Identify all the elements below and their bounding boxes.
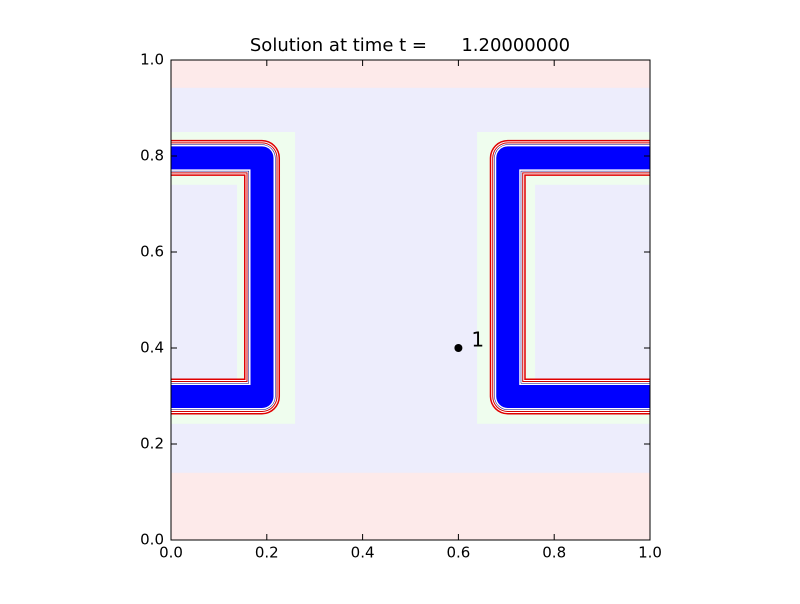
pipe	[171, 146, 274, 408]
region	[535, 184, 650, 382]
y-tick-label: 0.6	[140, 243, 164, 261]
gauge-marker	[454, 344, 463, 352]
chart-title: Solution at time t = 1.20000000	[250, 35, 570, 56]
x-tick-label: 0.6	[446, 544, 470, 562]
x-tick-label: 1.0	[638, 544, 662, 562]
y-tick-label: 0.2	[140, 435, 164, 453]
gauge-label: 1	[471, 328, 484, 352]
x-tick-label: 0.8	[542, 544, 566, 562]
x-tick-label: 0.2	[255, 544, 279, 562]
y-tick-label: 1.0	[140, 51, 164, 69]
x-tick-label: 0.0	[159, 544, 183, 562]
y-tick-label: 0.0	[140, 531, 164, 549]
pipe	[496, 146, 650, 408]
y-tick-label: 0.8	[140, 147, 164, 165]
plot-area	[171, 60, 650, 540]
axes-frame	[170, 59, 651, 541]
y-tick-label: 0.4	[140, 339, 164, 357]
x-tick-label: 0.4	[351, 544, 375, 562]
region	[171, 184, 238, 382]
